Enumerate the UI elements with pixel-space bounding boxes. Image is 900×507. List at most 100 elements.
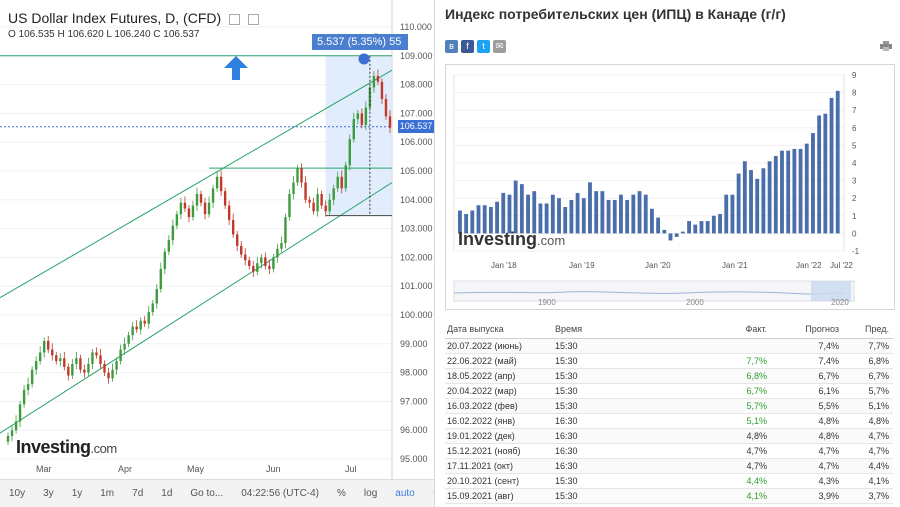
candle-body bbox=[115, 361, 118, 370]
time-cell: 15:30 bbox=[553, 473, 705, 489]
table-row[interactable]: 22.06.2022 (май) 15:30 7,7% 7,4% 6,8% bbox=[445, 353, 893, 369]
candle-body bbox=[344, 165, 347, 189]
cpi-bar bbox=[817, 115, 822, 234]
table-row[interactable]: 15.09.2021 (авг) 15:30 4,1% 3,9% 3,7% bbox=[445, 488, 893, 504]
col-time[interactable]: Время bbox=[553, 320, 705, 339]
gear-icon[interactable]: ⚙ bbox=[424, 480, 434, 507]
investing-watermark: Investing.com bbox=[458, 229, 565, 250]
cpi-bar-chart[interactable]: 9 8 7 6 5 4 3 2 1 0 -1 Jan '18 Jan '19 Jan '20 Jan '21… bbox=[446, 65, 894, 309]
candle-body bbox=[300, 168, 303, 183]
candle-body bbox=[167, 240, 171, 252]
dxy-price-chart[interactable]: 110.000 109.000 108.000 107.000 106.000 105.0… bbox=[0, 0, 434, 479]
print-icon[interactable] bbox=[880, 41, 892, 51]
candle-body bbox=[95, 352, 98, 356]
auto-scale-button[interactable]: auto bbox=[395, 488, 415, 499]
cpi-chart-box[interactable]: 9 8 7 6 5 4 3 2 1 0 -1 Jan '18 Jan '19 Jan '20 Jan '21… bbox=[445, 64, 895, 310]
watermark-suffix-text: .com bbox=[537, 233, 566, 248]
eye-icon[interactable] bbox=[247, 13, 259, 25]
table-row[interactable]: 20.04.2022 (мар) 15:30 6,7% 6,1% 5,7% bbox=[445, 383, 893, 399]
range-1y-button[interactable]: 1y bbox=[71, 488, 83, 499]
candle-body bbox=[38, 352, 42, 362]
table-row[interactable]: 16.02.2022 (янв) 16:30 5,1% 4,8% 4,8% bbox=[445, 413, 893, 429]
cpi-bar bbox=[767, 161, 772, 234]
clock-timezone[interactable]: 04:22:56 (UTC-4) bbox=[241, 488, 320, 499]
settings-icon[interactable] bbox=[229, 13, 241, 25]
candle-body bbox=[183, 202, 187, 209]
col-actual[interactable]: Факт. bbox=[705, 320, 771, 339]
cpi-title: Индекс потребительских цен (ИПЦ) в Канад… bbox=[445, 6, 786, 22]
time-cell: 15:30 bbox=[553, 368, 705, 384]
candle-body bbox=[260, 257, 263, 264]
cpi-bar bbox=[606, 199, 611, 234]
navigator-label: 1900 bbox=[538, 298, 556, 307]
cpi-y-tick-label: 5 bbox=[852, 141, 857, 150]
cpi-bar bbox=[600, 191, 605, 234]
y-tick-label: 102.000 bbox=[400, 252, 433, 262]
table-row[interactable]: 19.01.2022 (дек) 16:30 4,8% 4,8% 4,7% bbox=[445, 428, 893, 444]
candle-body bbox=[244, 254, 247, 261]
cpi-bar bbox=[513, 180, 518, 234]
col-forecast[interactable]: Прогноз bbox=[771, 320, 843, 339]
col-release-date[interactable]: Дата выпуска bbox=[445, 320, 553, 339]
range-7d-button[interactable]: 7d bbox=[132, 488, 144, 499]
col-previous[interactable]: Пред. bbox=[843, 320, 893, 339]
range-10y-button[interactable]: 10y bbox=[9, 488, 26, 499]
facebook-icon[interactable]: f bbox=[461, 40, 474, 53]
cpi-bar bbox=[588, 182, 592, 234]
previous-cell: 6,7% bbox=[843, 368, 893, 384]
cpi-bar bbox=[780, 150, 784, 234]
range-3y-button[interactable]: 3y bbox=[43, 488, 54, 499]
candle-body bbox=[360, 113, 364, 125]
email-icon[interactable]: ✉ bbox=[493, 40, 506, 53]
candle-body bbox=[34, 361, 38, 370]
time-cell: 15:30 bbox=[553, 488, 705, 504]
range-1d-button[interactable]: 1d bbox=[161, 488, 173, 499]
candle-body bbox=[67, 366, 70, 376]
release-date-cell: 20.10.2021 (сент) bbox=[445, 473, 553, 489]
candle-body bbox=[219, 176, 223, 192]
candle-body bbox=[348, 139, 351, 166]
candle-body bbox=[63, 358, 66, 367]
candle-body bbox=[296, 168, 299, 183]
twitter-icon[interactable]: t bbox=[477, 40, 490, 53]
table-row[interactable]: 20.10.2021 (сент) 15:30 4,4% 4,3% 4,1% bbox=[445, 473, 893, 489]
log-scale-button[interactable]: log bbox=[363, 488, 378, 499]
dxy-chart-panel[interactable]: 110.000 109.000 108.000 107.000 106.000 105.0… bbox=[0, 0, 435, 507]
time-cell: 16:30 bbox=[553, 413, 705, 429]
table-row[interactable]: 15.12.2021 (нояб) 16:30 4,7% 4,7% 4,7% bbox=[445, 443, 893, 459]
range-1m-button[interactable]: 1m bbox=[100, 488, 115, 499]
cpi-bar bbox=[637, 191, 642, 234]
investing-logo: Investing.com bbox=[16, 437, 117, 458]
cpi-bar bbox=[730, 194, 735, 234]
forecast-cell: 4,3% bbox=[771, 473, 843, 489]
cpi-bar bbox=[488, 207, 493, 234]
vk-icon[interactable]: в bbox=[445, 40, 458, 53]
cpi-y-tick-label: 2 bbox=[852, 194, 857, 203]
candle-body bbox=[139, 320, 142, 330]
go-to-button[interactable]: Go to... bbox=[190, 488, 224, 499]
candle-body bbox=[356, 113, 360, 120]
release-date-cell: 17.11.2021 (окт) bbox=[445, 458, 553, 474]
candle-body bbox=[91, 352, 94, 364]
candle-body bbox=[47, 340, 50, 350]
candle-body bbox=[231, 219, 235, 235]
table-row[interactable]: 20.07.2022 (июнь) 15:30 7,4% 7,7% bbox=[445, 338, 893, 354]
candle-body bbox=[308, 199, 311, 203]
candle-body bbox=[276, 248, 279, 258]
table-row[interactable]: 16.03.2022 (фев) 15:30 5,7% 5,5% 5,1% bbox=[445, 398, 893, 414]
cpi-bar bbox=[544, 203, 549, 234]
forecast-cell: 6,1% bbox=[771, 383, 843, 399]
candle-body bbox=[288, 194, 291, 218]
percent-scale-button[interactable]: % bbox=[337, 488, 346, 499]
channel-upper-line bbox=[0, 69, 393, 299]
candle-body bbox=[211, 188, 215, 203]
forecast-cell: 7,4% bbox=[771, 338, 843, 354]
last-price-tag: 106.537 bbox=[398, 120, 434, 133]
y-tick-label: 109.000 bbox=[400, 51, 433, 61]
cpi-bar bbox=[575, 192, 580, 234]
table-row[interactable]: 18.05.2022 (апр) 15:30 6,8% 6,7% 6,7% bbox=[445, 368, 893, 384]
candle-body bbox=[320, 194, 323, 206]
cpi-x-tick-label: Jan '21 bbox=[722, 261, 748, 270]
forecast-cell: 7,4% bbox=[771, 353, 843, 369]
table-row[interactable]: 17.11.2021 (окт) 16:30 4,7% 4,7% 4,4% bbox=[445, 458, 893, 474]
